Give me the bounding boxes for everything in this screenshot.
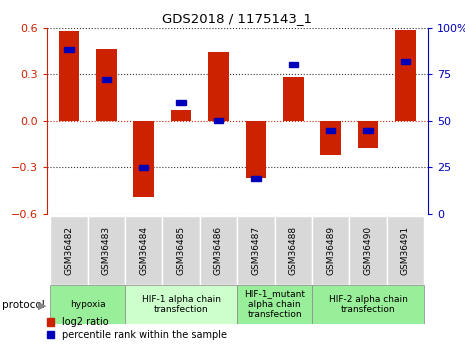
Bar (59, 31, 79, 121)
Bar (289, 62, 298, 67)
Bar (320, 121, 341, 155)
Bar (358, 121, 378, 148)
Text: HIF-1 alpha chain
transfection: HIF-1 alpha chain transfection (141, 295, 220, 314)
Bar (50, 216, 87, 285)
Bar (87, 216, 125, 285)
Bar (283, 77, 304, 121)
Text: GSM36484: GSM36484 (139, 226, 148, 275)
Bar (208, 52, 229, 121)
Text: GSM36490: GSM36490 (364, 226, 372, 275)
Bar (246, 121, 266, 178)
Bar (171, 110, 192, 121)
Text: GSM36486: GSM36486 (214, 226, 223, 275)
Text: GSM36482: GSM36482 (65, 226, 73, 275)
Text: HIF-1_mutant
alpha chain
transfection: HIF-1_mutant alpha chain transfection (244, 289, 305, 319)
Title: GDS2018 / 1175143_1: GDS2018 / 1175143_1 (162, 12, 312, 25)
Text: ▶: ▶ (38, 301, 46, 311)
Bar (387, 216, 424, 285)
Text: GSM36489: GSM36489 (326, 226, 335, 275)
Bar (349, 216, 387, 285)
Text: GSM36491: GSM36491 (401, 226, 410, 275)
Bar (96, 49, 117, 121)
Bar (251, 176, 260, 181)
Bar (139, 165, 148, 170)
Bar (401, 59, 410, 63)
Bar (312, 216, 349, 285)
Bar (395, 30, 416, 121)
Text: GSM36483: GSM36483 (102, 226, 111, 275)
Text: protocol: protocol (2, 300, 45, 310)
Bar (50, 285, 125, 324)
Bar (237, 285, 312, 324)
Text: HIF-2 alpha chain
transfection: HIF-2 alpha chain transfection (329, 295, 407, 314)
Bar (102, 77, 111, 82)
Bar (237, 216, 274, 285)
Bar (363, 128, 372, 132)
Bar (162, 216, 200, 285)
Bar (64, 48, 73, 52)
Legend: log2 ratio, percentile rank within the sample: log2 ratio, percentile rank within the s… (46, 317, 227, 340)
Bar (125, 285, 237, 324)
Text: GSM36488: GSM36488 (289, 226, 298, 275)
Text: GSM36487: GSM36487 (252, 226, 260, 275)
Text: GSM36485: GSM36485 (177, 226, 186, 275)
Bar (176, 100, 186, 105)
Bar (133, 121, 154, 197)
Bar (200, 216, 237, 285)
Bar (214, 118, 223, 123)
Bar (274, 216, 312, 285)
Bar (125, 216, 162, 285)
Bar (312, 285, 424, 324)
Text: hypoxia: hypoxia (70, 300, 106, 309)
Bar (326, 128, 335, 132)
